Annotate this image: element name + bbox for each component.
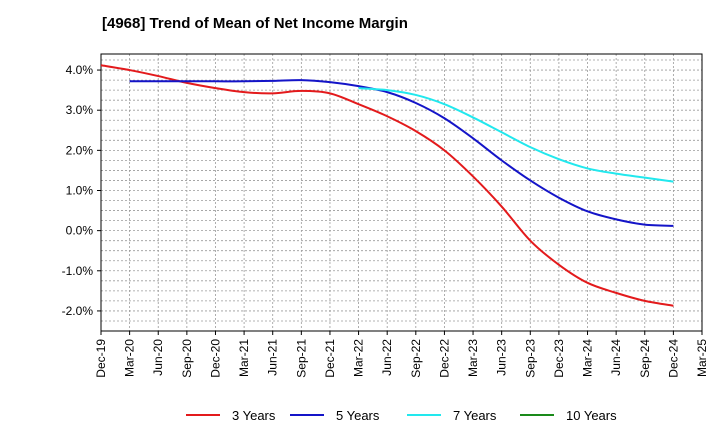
legend-label: 10 Years — [566, 407, 617, 423]
legend-label: 5 Years — [336, 407, 380, 423]
series-line-7-years — [358, 87, 674, 183]
y-tick-label: 3.0% — [66, 103, 94, 117]
series-line-3-years — [100, 64, 674, 307]
y-tick-label: -1.0% — [62, 264, 94, 278]
legend-swatch — [520, 414, 554, 416]
x-tick-label: Mar-20 — [123, 339, 137, 377]
x-tick-label: Mar-22 — [352, 339, 366, 377]
x-tick-label: Mar-21 — [237, 339, 251, 377]
x-tick-label: Sep-22 — [409, 339, 423, 378]
x-tick-label: Jun-24 — [609, 339, 623, 376]
x-tick-label: Dec-19 — [94, 339, 108, 378]
x-tick-label: Sep-24 — [638, 339, 652, 378]
x-tick-label: Mar-23 — [466, 339, 480, 377]
x-tick-label: Jun-22 — [380, 339, 394, 376]
y-tick-label: 0.0% — [66, 224, 94, 238]
x-tick-label: Mar-25 — [695, 339, 709, 377]
legend-item-7-years: 7 Years — [407, 405, 496, 425]
legend-item-3-years: 3 Years — [186, 405, 275, 425]
x-tick-label: Sep-20 — [180, 339, 194, 378]
x-tick-label: Jun-21 — [266, 339, 280, 376]
legend-swatch — [290, 414, 324, 416]
y-tick-label: 1.0% — [66, 183, 94, 197]
legend-label: 3 Years — [232, 407, 276, 423]
y-tick-label: 2.0% — [66, 143, 94, 157]
x-tick-label: Sep-21 — [294, 339, 308, 378]
x-tick-label: Dec-21 — [323, 339, 337, 378]
x-tick-label: Dec-23 — [552, 339, 566, 378]
plot-area — [100, 53, 703, 332]
x-tick-label: Dec-20 — [208, 339, 222, 378]
legend-swatch — [186, 414, 220, 416]
grid-lines — [101, 54, 702, 331]
x-tick-label: Jun-20 — [151, 339, 165, 376]
series-line-5-years — [129, 79, 674, 227]
legend-item-5-years: 5 Years — [290, 405, 379, 425]
x-axis: Dec-19 Mar-20 Jun-20 Sep-20 Dec-20 Mar-21 Jun-… — [94, 331, 709, 378]
x-tick-label: Dec-24 — [666, 339, 680, 378]
y-tick-label: 4.0% — [66, 63, 94, 77]
legend-label: 7 Years — [453, 407, 497, 423]
x-tick-label: Sep-23 — [523, 339, 537, 378]
y-axis: 4.0% 3.0% 2.0% 1.0% 0.0% -1.0% -2.0% — [62, 63, 101, 318]
series-lines — [100, 64, 674, 307]
legend-item-10-years: 10 Years — [520, 405, 617, 425]
x-tick-label: Mar-24 — [581, 339, 595, 377]
chart-title: [4968] Trend of Mean of Net Income Margi… — [102, 15, 408, 32]
x-tick-label: Jun-23 — [495, 339, 509, 376]
legend: 3 Years 5 Years 7 Years 10 Years — [0, 405, 720, 425]
legend-swatch — [407, 414, 441, 416]
y-tick-label: -2.0% — [62, 304, 94, 318]
x-tick-label: Dec-22 — [437, 339, 451, 378]
